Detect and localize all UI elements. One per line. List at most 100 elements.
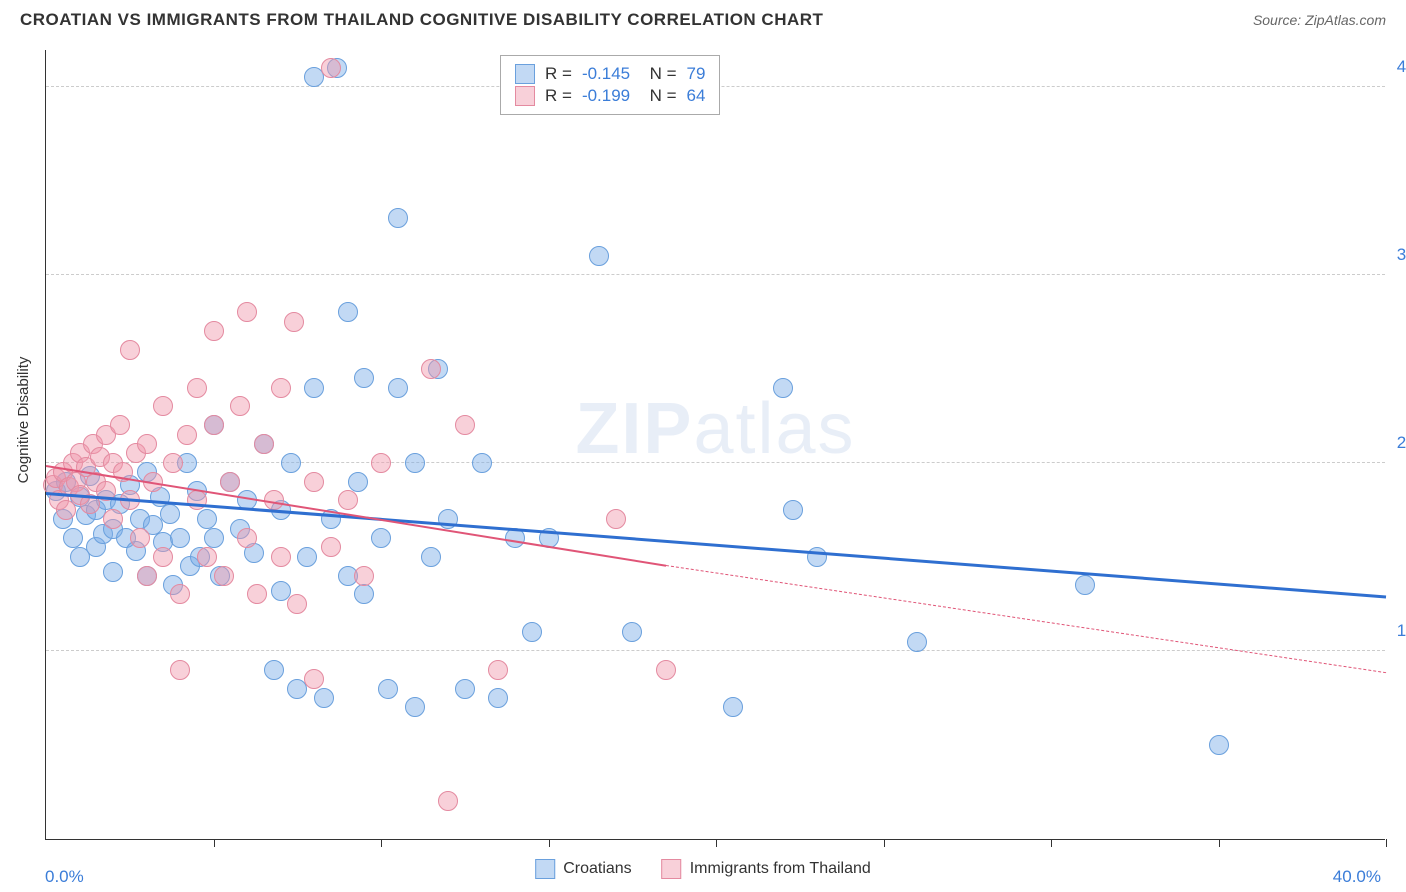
grid-line xyxy=(46,462,1385,463)
data-point xyxy=(773,378,793,398)
data-point xyxy=(264,660,284,680)
chart-plot-area: ZIPatlas 10.0%20.0%30.0%40.0% xyxy=(45,50,1385,840)
data-point xyxy=(230,396,250,416)
data-point xyxy=(160,504,180,524)
data-point xyxy=(254,434,274,454)
data-point xyxy=(271,547,291,567)
data-point xyxy=(130,528,150,548)
data-point xyxy=(589,246,609,266)
data-point xyxy=(153,547,173,567)
data-point xyxy=(388,208,408,228)
data-point xyxy=(204,528,224,548)
x-tick xyxy=(716,839,717,847)
data-point xyxy=(304,472,324,492)
y-tick-label: 30.0% xyxy=(1397,245,1406,265)
data-point xyxy=(371,528,391,548)
swatch-croatians xyxy=(515,64,535,84)
data-point xyxy=(421,547,441,567)
data-point xyxy=(421,359,441,379)
data-point xyxy=(137,566,157,586)
data-point xyxy=(354,368,374,388)
data-point xyxy=(455,679,475,699)
data-point xyxy=(438,791,458,811)
data-point xyxy=(214,566,234,586)
x-tick xyxy=(1219,839,1220,847)
data-point xyxy=(220,472,240,492)
data-point xyxy=(488,660,508,680)
data-point xyxy=(807,547,827,567)
data-point xyxy=(197,509,217,529)
data-point xyxy=(237,302,257,322)
n-value-thailand: 64 xyxy=(687,86,706,106)
legend-item-thailand: Immigrants from Thailand xyxy=(662,859,871,879)
data-point xyxy=(723,697,743,717)
data-point xyxy=(204,415,224,435)
x-axis-max-label: 40.0% xyxy=(1333,867,1381,887)
trend-line xyxy=(666,565,1386,673)
data-point xyxy=(271,378,291,398)
data-point xyxy=(204,321,224,341)
y-tick-label: 20.0% xyxy=(1397,433,1406,453)
data-point xyxy=(297,547,317,567)
source-label: Source: ZipAtlas.com xyxy=(1253,12,1386,28)
data-point xyxy=(338,490,358,510)
data-point xyxy=(348,472,368,492)
data-point xyxy=(321,537,341,557)
x-tick xyxy=(884,839,885,847)
swatch-thailand xyxy=(515,86,535,106)
swatch-thailand-bottom xyxy=(662,859,682,879)
legend-item-croatians: Croatians xyxy=(535,859,631,879)
data-point xyxy=(378,679,398,699)
y-tick-label: 10.0% xyxy=(1397,621,1406,641)
y-axis-label: Cognitive Disability xyxy=(15,357,32,484)
data-point xyxy=(656,660,676,680)
data-point xyxy=(281,453,301,473)
data-point xyxy=(197,547,217,567)
x-axis-min-label: 0.0% xyxy=(45,867,84,887)
swatch-croatians-bottom xyxy=(535,859,555,879)
series-legend: Croatians Immigrants from Thailand xyxy=(535,859,871,879)
data-point xyxy=(120,340,140,360)
data-point xyxy=(304,378,324,398)
grid-line xyxy=(46,650,1385,651)
legend-row-croatians: R = -0.145 N = 79 xyxy=(515,64,705,84)
data-point xyxy=(472,453,492,473)
data-point xyxy=(170,660,190,680)
data-point xyxy=(187,378,207,398)
watermark: ZIPatlas xyxy=(575,388,855,470)
data-point xyxy=(137,434,157,454)
data-point xyxy=(405,697,425,717)
data-point xyxy=(388,378,408,398)
chart-title: CROATIAN VS IMMIGRANTS FROM THAILAND COG… xyxy=(20,10,823,30)
legend-label-croatians: Croatians xyxy=(563,860,631,878)
y-tick-label: 40.0% xyxy=(1397,57,1406,77)
data-point xyxy=(170,584,190,604)
data-point xyxy=(110,415,130,435)
data-point xyxy=(488,688,508,708)
data-point xyxy=(606,509,626,529)
data-point xyxy=(284,312,304,332)
data-point xyxy=(170,528,190,548)
data-point xyxy=(1209,735,1229,755)
x-tick xyxy=(1051,839,1052,847)
x-tick xyxy=(214,839,215,847)
data-point xyxy=(354,566,374,586)
data-point xyxy=(271,581,291,601)
x-tick xyxy=(549,839,550,847)
x-tick xyxy=(1386,839,1387,847)
r-value-croatians: -0.145 xyxy=(582,64,630,84)
data-point xyxy=(314,688,334,708)
data-point xyxy=(103,509,123,529)
data-point xyxy=(304,669,324,689)
data-point xyxy=(371,453,391,473)
data-point xyxy=(455,415,475,435)
data-point xyxy=(783,500,803,520)
data-point xyxy=(907,632,927,652)
r-value-thailand: -0.199 xyxy=(582,86,630,106)
x-tick xyxy=(381,839,382,847)
data-point xyxy=(63,528,83,548)
legend-label-thailand: Immigrants from Thailand xyxy=(690,860,871,878)
data-point xyxy=(321,58,341,78)
data-point xyxy=(237,528,257,548)
data-point xyxy=(622,622,642,642)
